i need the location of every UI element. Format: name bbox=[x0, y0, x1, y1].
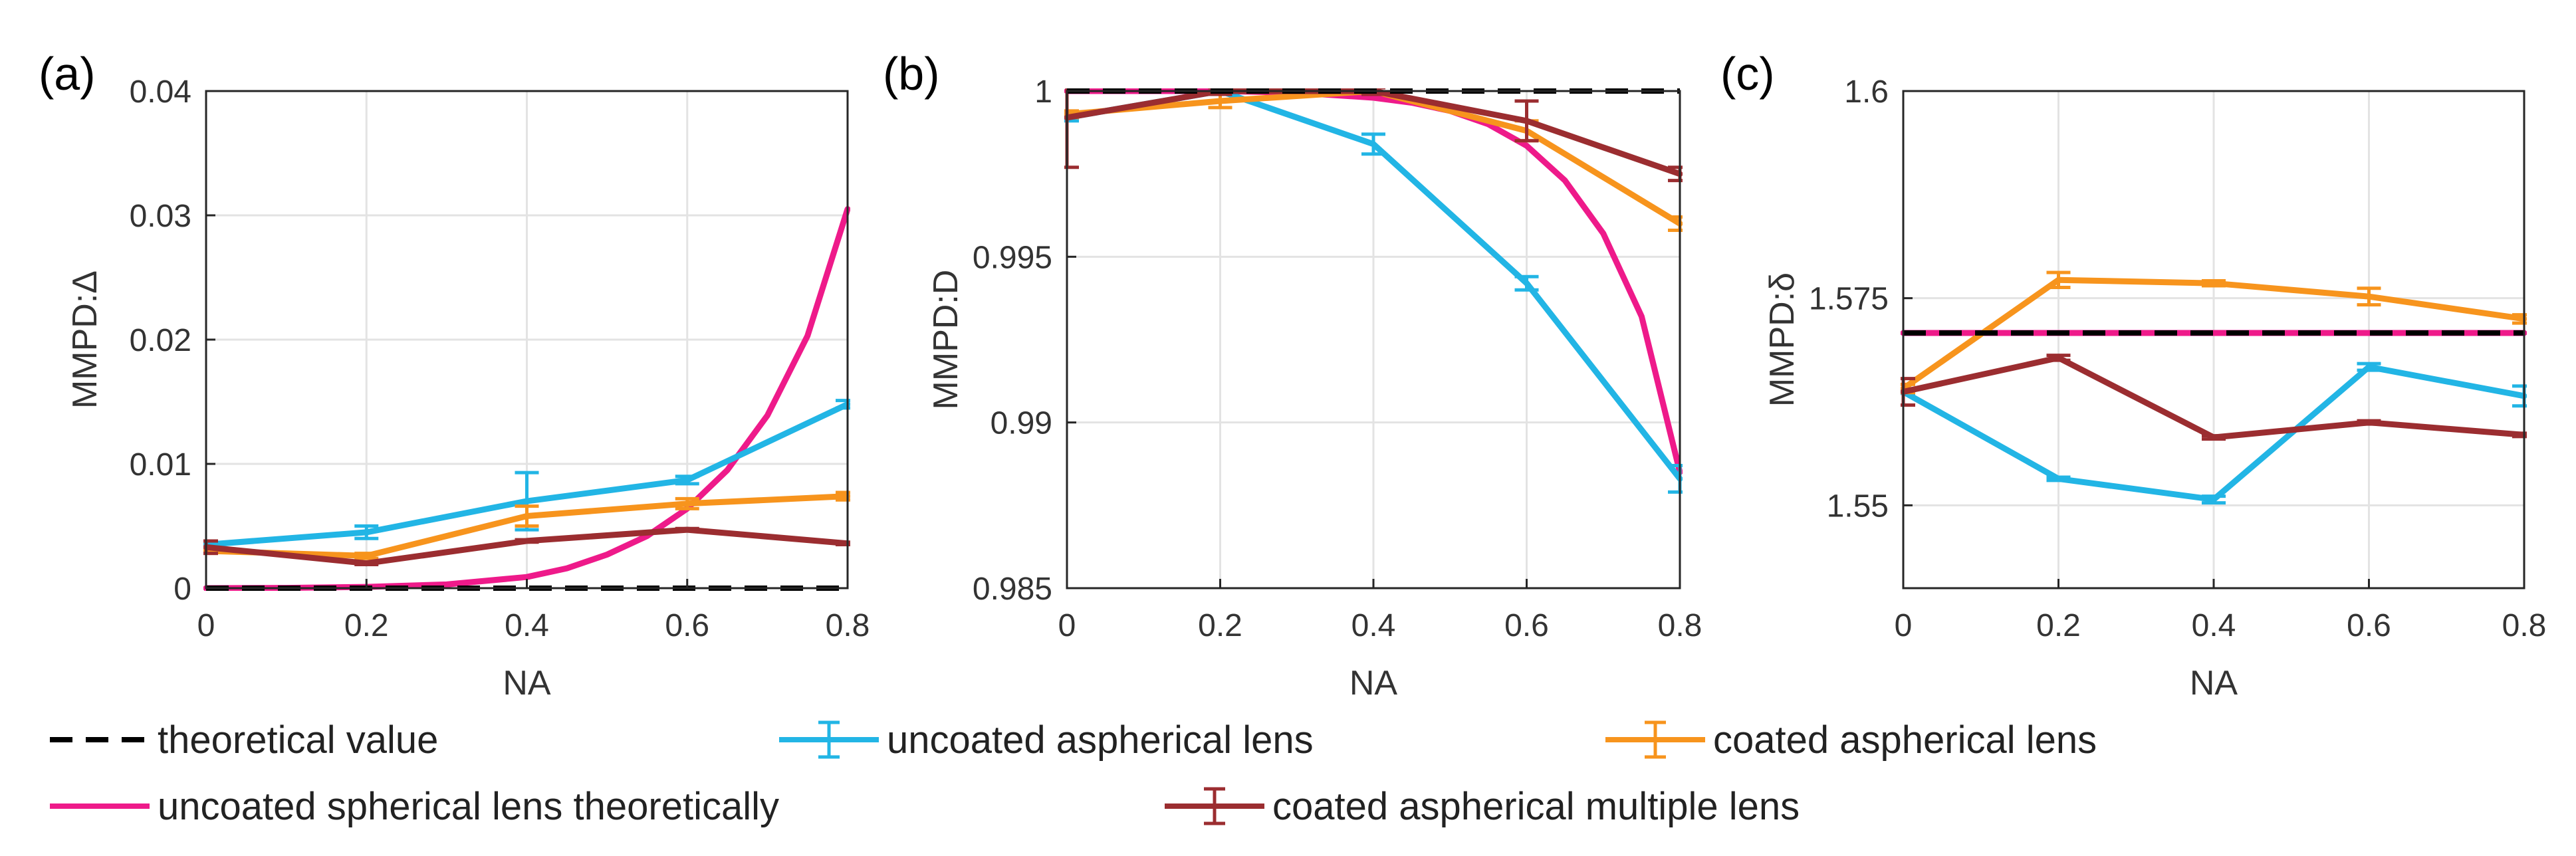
y-axis-label: MMPD:δ bbox=[1763, 272, 1802, 407]
legend-item: uncoated aspherical lens bbox=[779, 718, 1314, 762]
error-bar-coated bbox=[675, 496, 699, 510]
error-bar-multiple bbox=[1514, 99, 1539, 143]
legend-label: theoretical value bbox=[158, 718, 438, 762]
x-tick-label: 0.8 bbox=[2502, 608, 2547, 643]
chart-panel-3: 0 0.2 0.4 0.6 0.8 1.55 1.575 1.6 NA MMPD:δ (c) bbox=[1720, 48, 2546, 702]
y-tick-label: 0.995 bbox=[973, 240, 1052, 275]
y-tick-label: 0.99 bbox=[991, 406, 1052, 441]
legend-item: theoretical value bbox=[50, 718, 438, 762]
error-bar-coated bbox=[2046, 270, 2071, 289]
y-tick-label: 0.02 bbox=[130, 323, 191, 358]
x-tick-label: 0 bbox=[197, 608, 215, 643]
error-bar-uncoated bbox=[1514, 274, 1539, 292]
y-axis-label: MMPD:Δ bbox=[66, 270, 104, 409]
x-tick-label: 0.6 bbox=[2347, 608, 2391, 643]
error-bar-uncoated bbox=[675, 475, 699, 486]
panel-label: (c) bbox=[1720, 48, 1775, 100]
series-group bbox=[1901, 270, 2527, 505]
error-bar-coated bbox=[2202, 278, 2226, 288]
error-bar-uncoated bbox=[2202, 494, 2226, 505]
error-bar-coated bbox=[354, 552, 379, 560]
x-tick-label: 0.2 bbox=[1198, 608, 1242, 643]
chart-panels: 0 0.2 0.4 0.6 0.8 0 0.01 0.02 0.03 0.04 NA MMPD:Δ (a… bbox=[39, 48, 2546, 702]
x-tick-label: 0.6 bbox=[1504, 608, 1549, 643]
error-bar-multiple bbox=[354, 560, 379, 566]
error-bar-uncoated bbox=[1361, 132, 1385, 156]
y-tick-label: 0 bbox=[174, 572, 191, 607]
y-tick-label: 0.03 bbox=[130, 199, 191, 234]
x-tick-label: 0 bbox=[1058, 608, 1076, 643]
error-bar-multiple bbox=[515, 538, 539, 544]
x-axis-label: NA bbox=[1349, 664, 1398, 702]
legend-item: uncoated spherical lens theoretically bbox=[50, 785, 779, 828]
error-bar-multiple bbox=[675, 526, 699, 533]
y-tick-label: 0.04 bbox=[130, 74, 191, 110]
x-axis-label: NA bbox=[503, 664, 551, 702]
y-axis-label: MMPD:D bbox=[927, 270, 965, 410]
y-tick-label: 1.55 bbox=[1827, 488, 1889, 524]
y-tick-label: 1 bbox=[1034, 74, 1052, 110]
panel-label: (b) bbox=[883, 48, 940, 100]
legend: theoretical value uncoated aspherical len… bbox=[50, 718, 2097, 828]
error-bar-coated bbox=[2357, 286, 2381, 307]
x-tick-label: 0.2 bbox=[344, 608, 389, 643]
x-tick-label: 0.4 bbox=[505, 608, 549, 643]
x-axis-label: NA bbox=[2190, 664, 2238, 702]
panel-label: (a) bbox=[39, 48, 96, 100]
error-bar-multiple bbox=[2202, 434, 2226, 441]
error-bar-uncoated bbox=[354, 524, 379, 540]
legend-label: uncoated aspherical lens bbox=[887, 718, 1314, 762]
x-tick-label: 0.2 bbox=[2036, 608, 2081, 643]
x-tick-label: 0 bbox=[1895, 608, 1913, 643]
legend-label: coated aspherical lens bbox=[1713, 718, 2097, 762]
x-tick-label: 0.4 bbox=[1351, 608, 1396, 643]
error-bar-uncoated bbox=[2046, 475, 2071, 482]
legend-label: uncoated spherical lens theoretically bbox=[158, 785, 779, 828]
y-tick-label: 1.575 bbox=[1809, 282, 1889, 317]
y-tick-label: 1.6 bbox=[1844, 74, 1889, 110]
legend-label: coated aspherical multiple lens bbox=[1272, 785, 1800, 828]
legend-item: coated aspherical lens bbox=[1605, 718, 2097, 762]
x-tick-label: 0.8 bbox=[1658, 608, 1702, 643]
y-tick-label: 0.985 bbox=[973, 572, 1052, 607]
x-tick-label: 0.8 bbox=[826, 608, 870, 643]
error-bar-multiple bbox=[2046, 354, 2071, 362]
y-tick-label: 0.01 bbox=[130, 447, 191, 482]
x-tick-label: 0.6 bbox=[665, 608, 709, 643]
legend-item: coated aspherical multiple lens bbox=[1165, 785, 1800, 828]
chart-panel-1: 0 0.2 0.4 0.6 0.8 0 0.01 0.02 0.03 0.04 NA MMPD:Δ (a… bbox=[39, 48, 870, 702]
chart-panel-2: 0 0.2 0.4 0.6 0.8 0.985 0.99 0.995 1 NA MMPD:D (b) bbox=[883, 48, 1702, 702]
x-tick-label: 0.4 bbox=[2192, 608, 2236, 643]
error-bar-coated bbox=[515, 504, 539, 528]
error-bar-multiple bbox=[2357, 419, 2381, 426]
error-bar-uncoated bbox=[2357, 362, 2381, 372]
